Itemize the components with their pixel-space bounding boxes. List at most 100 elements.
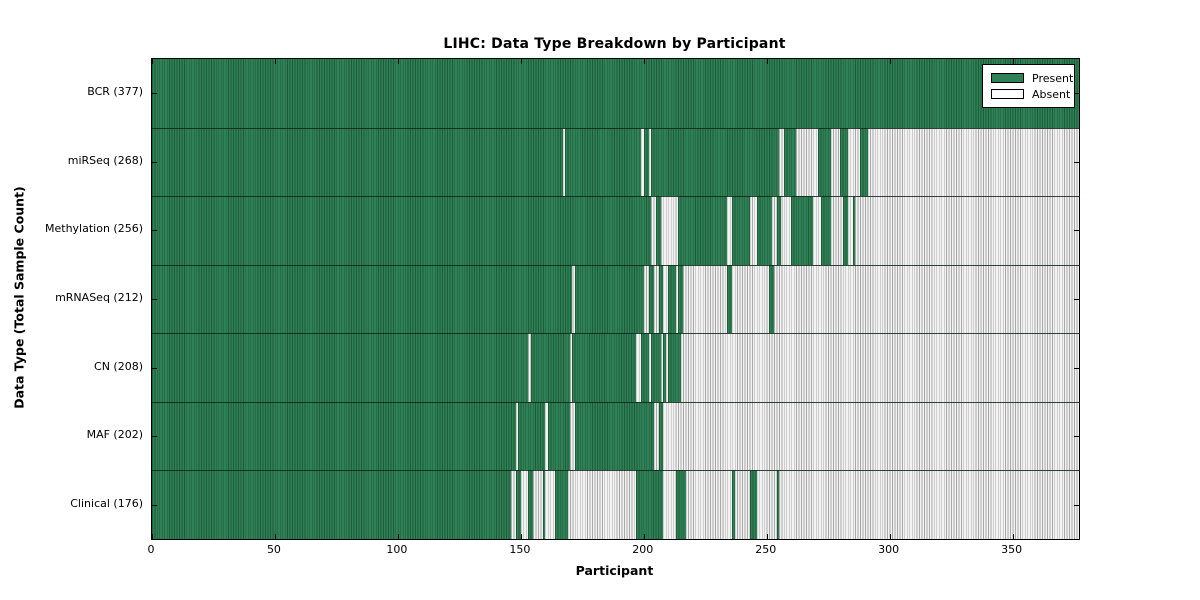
y-tick-label: MAF (202) [86,428,143,442]
present-run [152,264,573,334]
row-separator [152,264,1079,266]
x-tick-mark [397,59,399,64]
x-tick-mark [152,59,153,64]
row-mrnaseq [152,264,1079,334]
present-run [852,196,856,265]
present-run [842,196,848,265]
x-tick-mark [520,534,522,539]
x-tick-mark [520,59,522,64]
y-tick-label: mRNASeq (212) [55,291,143,304]
present-run [152,127,563,197]
x-tick-mark [889,59,891,64]
legend-label-present: Present [1032,71,1074,85]
present-run [641,333,649,402]
present-swatch-icon [991,73,1024,83]
present-run [668,264,676,334]
row-separator [152,401,1079,403]
present-run [515,470,521,539]
present-run [656,196,661,265]
row-mirseq [152,127,1079,197]
x-tick-label: 300 [878,543,900,556]
x-tick-mark [766,59,768,64]
present-run [565,127,642,197]
present-run [574,264,644,334]
x-tick-label: 100 [386,543,408,556]
present-run [820,196,831,265]
present-run [152,196,652,265]
y-tick-label: BCR (377) [87,85,143,99]
x-tick-mark [397,534,399,539]
y-tick-mark [1074,299,1079,300]
present-run [663,333,666,402]
x-tick-mark [643,59,645,64]
present-run [756,196,772,265]
present-run [668,333,681,402]
present-run [518,401,546,471]
legend-entry-absent: Absent [991,86,1070,102]
present-run [574,401,654,471]
present-run [678,264,684,334]
legend-entry-present: Present [991,70,1073,86]
present-run [542,470,546,539]
y-tick-mark [1074,93,1079,95]
present-run [658,264,664,334]
x-tick-label: 200 [632,543,654,556]
present-run [651,127,779,197]
x-axis-title: Participant [575,563,654,578]
present-run [651,333,661,402]
present-run [658,401,664,471]
present-run [840,127,848,197]
present-run [678,196,728,265]
plot-area [151,58,1080,540]
x-tick-mark [766,534,768,539]
y-tick-mark [1074,230,1079,232]
x-tick-mark [1012,534,1014,539]
present-run [636,470,664,539]
present-run [648,264,654,334]
present-run [572,333,637,402]
present-run [776,196,782,265]
row-methylation [152,196,1079,265]
x-tick-label: 50 [266,543,281,556]
y-tick-mark [152,161,157,163]
y-tick-label: Clinical (176) [70,496,143,510]
row-clinical [152,470,1079,539]
y-tick-label: Methylation (256) [45,222,143,236]
y-tick-mark [152,230,157,232]
x-tick-mark [1012,59,1014,64]
present-run [818,127,831,197]
y-tick-label: miRSeq (268) [67,153,143,167]
present-run [732,470,735,539]
present-run [152,59,1079,128]
present-run [555,470,568,539]
x-tick-label: 350 [1001,543,1023,556]
row-bcr [152,59,1079,128]
row-separator [152,127,1079,129]
y-tick-mark [152,504,157,506]
y-tick-mark [1074,504,1079,506]
present-run [749,470,757,539]
x-tick-mark [643,534,645,539]
y-tick-mark [1074,436,1079,438]
present-run [791,196,814,265]
present-run [547,401,570,471]
absent-swatch-icon [991,89,1024,99]
x-tick-label: 150 [509,543,531,556]
row-maf [152,401,1079,471]
y-tick-mark [152,436,157,438]
present-run [783,127,797,197]
chart-title: LIHC: Data Type Breakdown by Participant [443,36,786,52]
y-tick-mark [152,93,157,95]
row-separator [152,470,1079,472]
legend: Present Absent [982,64,1075,108]
present-run [776,470,779,539]
present-run [769,264,775,334]
y-tick-label: CN (208) [94,359,143,373]
present-run [152,333,529,402]
x-tick-label: 250 [755,543,777,556]
present-run [528,470,534,539]
present-run [530,333,570,402]
y-tick-mark [152,299,157,300]
row-cn [152,333,1079,402]
